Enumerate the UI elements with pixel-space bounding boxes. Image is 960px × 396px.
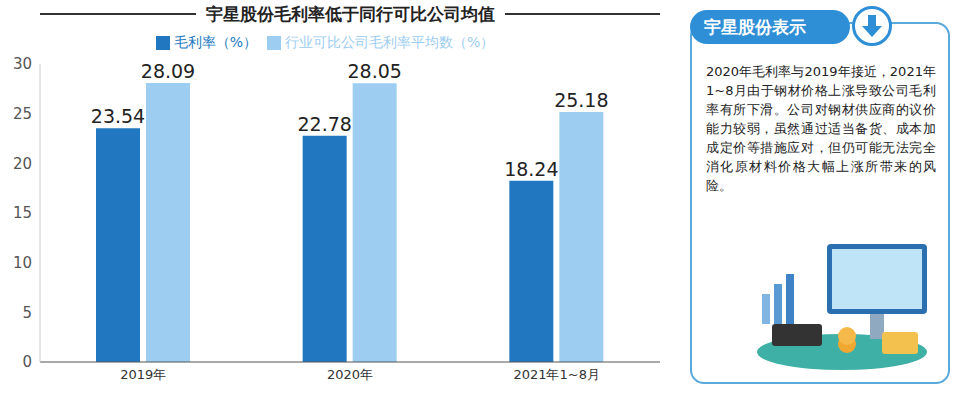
svg-text:18.24: 18.24 (504, 158, 558, 180)
svg-text:22.78: 22.78 (297, 113, 351, 135)
html-text:行业可比公司毛利率平均数（%）: 行业可比公司毛利率平均数（%） (285, 34, 495, 50)
svg-text:0: 0 (22, 353, 32, 371)
html-text:2020年毛利率与2019年接近，2021年1~8月由于钢材: 2020年毛利率与2019年接近，2021年1~8月由于钢材价格上涨导致公司毛利… (706, 64, 936, 193)
html-text:毛利率（%）: 毛利率（%） (173, 34, 257, 50)
html-text:宇星股份毛利率低于同行可比公司均值: 宇星股份毛利率低于同行可比公司均值 (205, 3, 495, 24)
svg-text:15: 15 (13, 204, 32, 222)
html-text:宇星股份表示: 宇星股份表示 (704, 17, 806, 37)
svg-text:25.18: 25.18 (554, 89, 608, 111)
svg-text:23.54: 23.54 (91, 105, 145, 127)
svg-text:25: 25 (13, 105, 32, 123)
svg-text:30: 30 (13, 55, 32, 73)
svg-text:28.05: 28.05 (347, 60, 401, 82)
svg-text:2019年: 2019年 (120, 367, 166, 382)
svg-text:5: 5 (22, 304, 32, 322)
svg-text:20: 20 (13, 155, 32, 173)
svg-text:28.09: 28.09 (141, 60, 195, 82)
svg-text:2020年: 2020年 (327, 367, 373, 382)
svg-text:2021年1~8月: 2021年1~8月 (513, 367, 600, 382)
svg-text:10: 10 (13, 254, 32, 272)
